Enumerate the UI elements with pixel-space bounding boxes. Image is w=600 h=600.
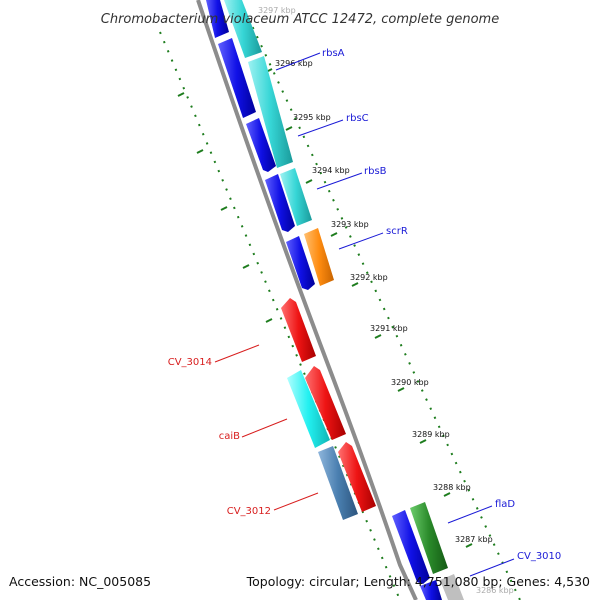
gene-arrow-blue[interactable] [206,0,229,38]
tick-label: 3291 kbp [370,324,408,333]
tick-label: 3288 kbp [433,483,471,492]
gene-arrow-blue[interactable] [265,174,295,232]
gene-arrow-CV_3012[interactable] [318,446,358,520]
gene-label-rbsA[interactable]: rbsA [322,48,345,59]
gene-arrow-rbsB[interactable] [280,168,312,226]
tick-label: 3297 kbp [258,6,296,15]
coordinate-ticks: 3297 kbp 3296 kbp 3295 kbp 3294 kbp 3293… [258,6,514,595]
tick-label: 3287 kbp [455,535,493,544]
gene-arrow-scrR[interactable] [304,228,334,286]
gene-labels: rbsA rbsC rbsB scrR CV_3014 caiB CV_3012… [168,48,562,562]
gene-arrow-CV_3010[interactable] [420,580,442,600]
gene-arrow-rbsA[interactable] [224,0,262,58]
gene-arrow-red[interactable] [305,366,346,440]
label-leaders [214,52,515,577]
right-dotted-track [239,0,521,600]
gene-label-flaD[interactable]: flaD [495,499,515,510]
tick-label: 3294 kbp [312,166,350,175]
gene-arrow-blue[interactable] [286,236,315,290]
forward-strand-genes [206,0,464,600]
gene-arrow-rbsC[interactable] [248,56,293,168]
tick-label: 3295 kbp [293,113,331,122]
gene-label-CV_3014[interactable]: CV_3014 [168,357,212,368]
genome-backbone [196,0,418,600]
gene-arrow-blue[interactable] [218,38,256,118]
tick-label: 3293 kbp [331,220,369,229]
accession-label: Accession: NC_005085 [9,574,151,589]
topology-summary: Topology: circular; Length: 4,751,080 bp… [246,574,590,589]
reverse-strand-genes [281,298,376,520]
gene-arrow-grey[interactable] [440,574,464,600]
gene-label-CV_3010[interactable]: CV_3010 [517,551,561,562]
gene-arrow-CV_3014[interactable] [281,298,316,362]
gene-label-CV_3012[interactable]: CV_3012 [227,506,271,517]
tick-label: 3292 kbp [350,273,388,282]
tick-label: 3286 kbp [476,586,514,595]
gene-label-caiB[interactable]: caiB [219,431,240,442]
gene-arrow-blue[interactable] [246,118,276,172]
map-title: Chromobacterium violaceum ATCC 12472, co… [101,12,499,27]
gene-label-rbsB[interactable]: rbsB [364,166,387,177]
tick-label: 3290 kbp [391,378,429,387]
gene-label-scrR[interactable]: scrR [386,226,408,237]
tick-label: 3289 kbp [412,430,450,439]
gene-arrow-flaD[interactable] [410,502,448,574]
gene-arrow-blue[interactable] [392,510,430,584]
gene-label-rbsC[interactable]: rbsC [346,113,369,124]
gene-arrow-caiB[interactable] [287,370,330,448]
track-tick-marks [177,68,473,548]
gene-arrow-red[interactable] [338,442,376,512]
